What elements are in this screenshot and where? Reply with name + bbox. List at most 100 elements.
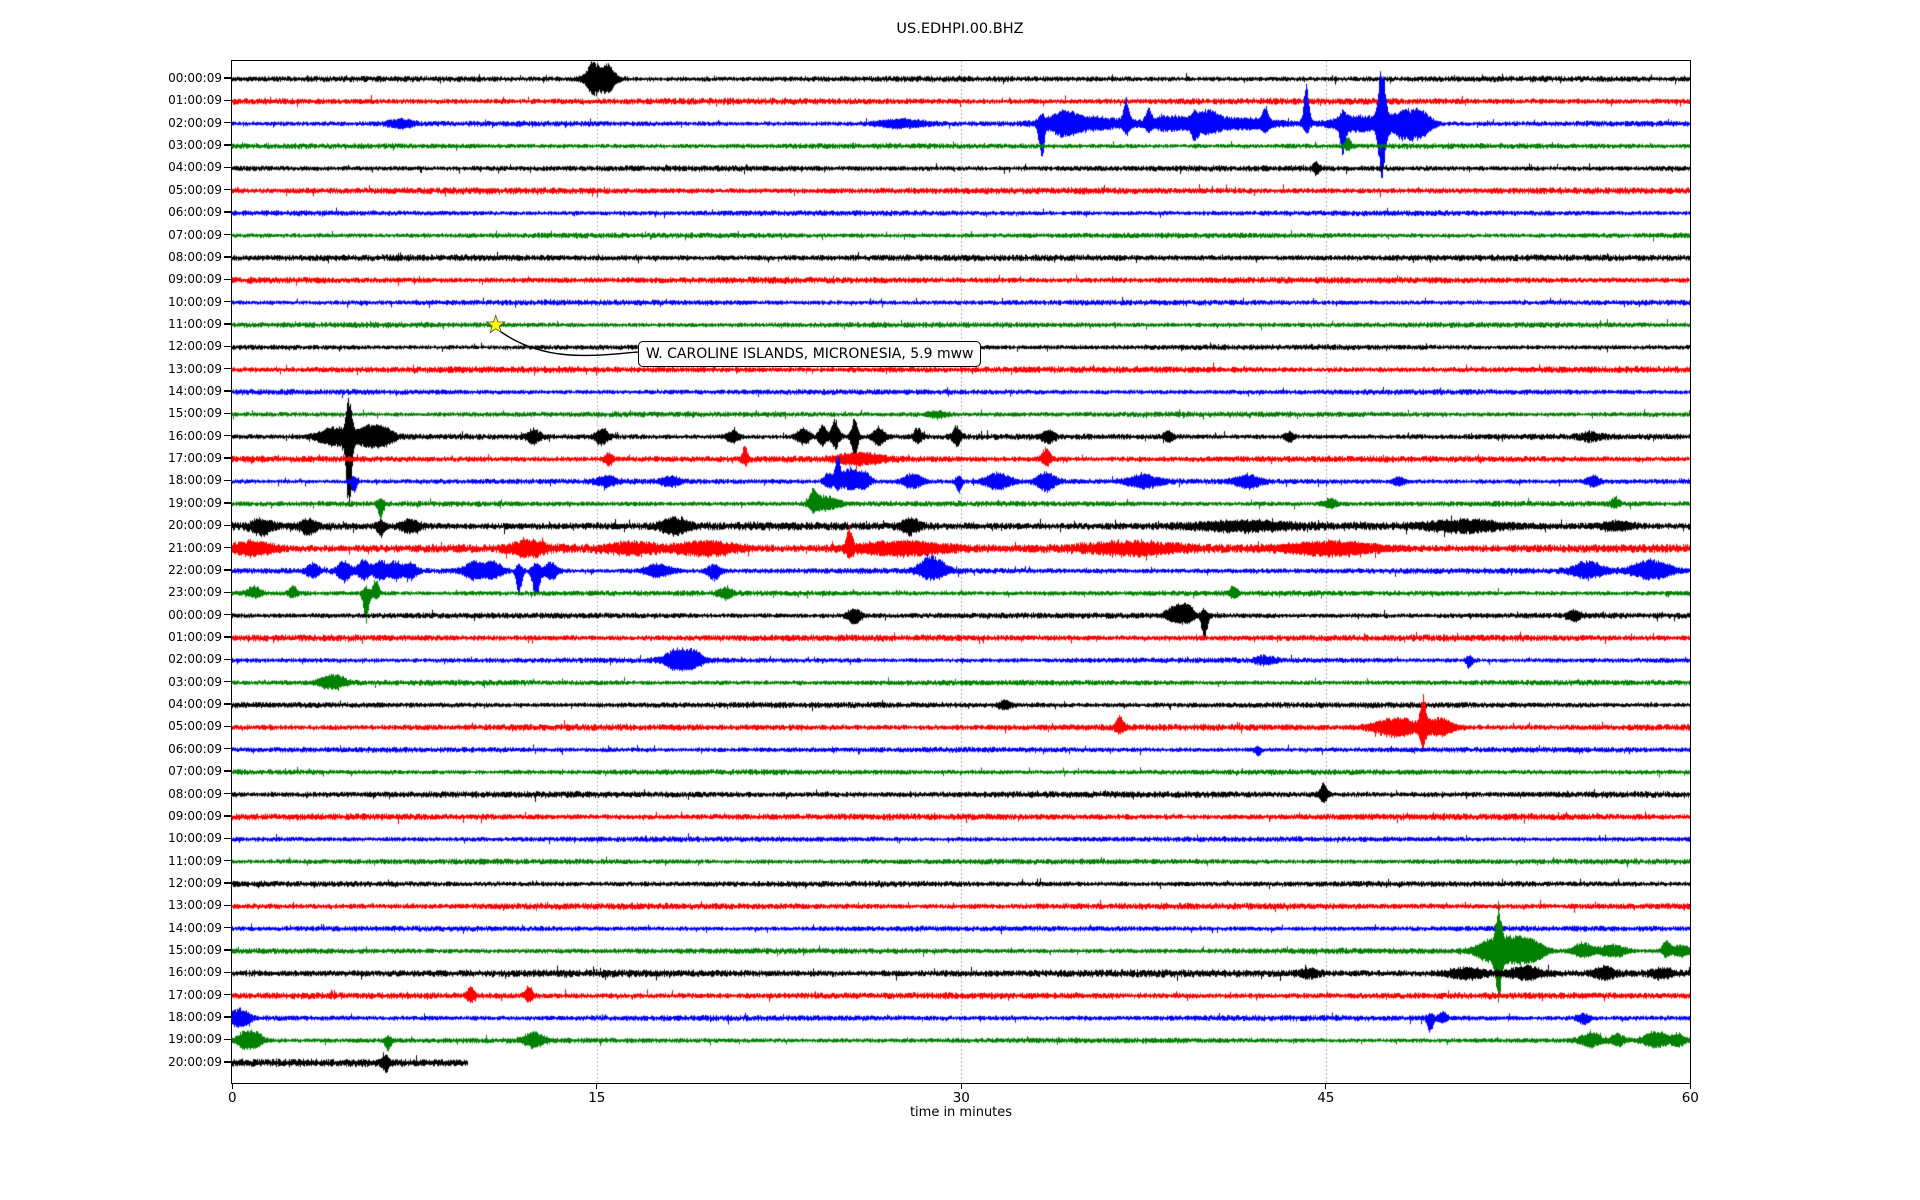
y-tick-label: 09:00:09 xyxy=(168,272,222,287)
y-tick-label: 15:00:09 xyxy=(168,406,222,421)
x-tick-label: 0 xyxy=(228,1090,237,1106)
y-tick-mark xyxy=(224,703,231,705)
y-tick-label: 02:00:09 xyxy=(168,652,222,667)
y-tick-label: 20:00:09 xyxy=(168,1054,222,1069)
x-tick-label: 15 xyxy=(588,1090,606,1106)
x-axis-title: time in minutes xyxy=(909,1105,1013,1120)
x-tick-mark xyxy=(596,1083,598,1090)
y-tick-label: 22:00:09 xyxy=(168,562,222,577)
y-tick-label: 17:00:09 xyxy=(168,451,222,466)
y-tick-mark xyxy=(224,636,231,638)
y-tick-mark xyxy=(224,949,231,951)
x-tick-label: 45 xyxy=(1317,1090,1335,1106)
y-tick-label: 03:00:09 xyxy=(168,138,222,153)
y-tick-mark xyxy=(224,479,231,482)
y-tick-label: 04:00:09 xyxy=(168,160,222,175)
y-tick-mark xyxy=(224,926,231,929)
y-tick-label: 18:00:09 xyxy=(168,1010,222,1025)
x-tick-label: 60 xyxy=(1681,1090,1699,1106)
y-tick-label: 00:00:09 xyxy=(168,71,222,85)
y-tick-label: 05:00:09 xyxy=(168,182,222,197)
y-tick-mark xyxy=(224,367,231,370)
y-tick-label: 20:00:09 xyxy=(168,518,222,533)
y-tick-mark xyxy=(224,300,231,303)
y-tick-label: 15:00:09 xyxy=(168,943,222,958)
y-tick-label: 21:00:09 xyxy=(168,540,222,555)
y-tick-mark xyxy=(224,994,231,996)
x-tick-mark xyxy=(1689,1083,1691,1090)
y-tick-mark xyxy=(224,748,231,750)
y-tick-mark xyxy=(224,524,231,526)
y-tick-label: 14:00:09 xyxy=(168,920,222,935)
y-tick-label: 02:00:09 xyxy=(168,115,222,130)
y-tick-label: 11:00:09 xyxy=(168,316,222,331)
y-tick-mark xyxy=(224,792,231,795)
y-tick-label: 07:00:09 xyxy=(168,764,222,779)
y-tick-mark xyxy=(224,390,231,392)
y-tick-mark xyxy=(224,1038,231,1041)
y-tick-mark xyxy=(224,882,231,884)
y-tick-mark xyxy=(224,837,231,839)
y-tick-label: 01:00:09 xyxy=(168,93,222,108)
y-tick-label: 19:00:09 xyxy=(168,495,222,510)
y-tick-mark xyxy=(224,725,231,728)
y-tick-label: 08:00:09 xyxy=(168,249,222,264)
y-tick-label: 07:00:09 xyxy=(168,227,222,242)
y-tick-mark xyxy=(224,546,231,549)
y-tick-mark xyxy=(224,256,231,258)
y-tick-mark xyxy=(224,815,231,817)
y-tick-label: 17:00:09 xyxy=(168,987,222,1002)
y-tick-label: 05:00:09 xyxy=(168,719,222,734)
y-tick-mark xyxy=(224,569,231,571)
y-tick-label: 09:00:09 xyxy=(168,808,222,823)
y-tick-label: 00:00:09 xyxy=(168,607,222,622)
y-tick-mark xyxy=(224,144,231,146)
y-tick-mark xyxy=(224,1061,231,1063)
y-tick-mark xyxy=(224,189,231,191)
y-tick-mark xyxy=(224,904,231,906)
x-tick-mark xyxy=(231,1083,233,1090)
x-tick-label: 30 xyxy=(952,1090,970,1106)
y-tick-mark xyxy=(224,412,231,415)
y-tick-mark xyxy=(224,658,231,661)
y-tick-label: 12:00:09 xyxy=(168,875,222,890)
y-tick-mark xyxy=(224,211,231,213)
y-tick-label: 23:00:09 xyxy=(168,585,222,600)
y-tick-mark xyxy=(224,323,231,325)
y-tick-label: 16:00:09 xyxy=(168,428,222,443)
x-tick-mark xyxy=(960,1083,962,1090)
y-tick-mark xyxy=(224,166,231,169)
y-tick-label: 14:00:09 xyxy=(168,384,222,399)
y-tick-mark xyxy=(224,502,231,504)
y-tick-label: 16:00:09 xyxy=(168,965,222,980)
y-tick-label: 08:00:09 xyxy=(168,786,222,801)
y-tick-label: 04:00:09 xyxy=(168,697,222,712)
y-tick-mark xyxy=(224,859,231,862)
plot-title: US.EDHPI.00.BHZ xyxy=(896,21,1024,37)
plot-area: W. CAROLINE ISLANDS, MICRONESIA, 5.9 mww xyxy=(231,60,1691,1084)
y-tick-mark xyxy=(224,435,231,437)
y-tick-label: 11:00:09 xyxy=(168,853,222,868)
x-tick-mark xyxy=(1325,1083,1327,1090)
y-tick-mark xyxy=(224,591,231,593)
y-tick-label: 12:00:09 xyxy=(168,339,222,354)
y-tick-mark xyxy=(224,345,231,347)
y-tick-mark xyxy=(224,233,231,236)
y-tick-label: 01:00:09 xyxy=(168,630,222,644)
y-tick-label: 19:00:09 xyxy=(168,1032,222,1047)
y-tick-mark xyxy=(224,770,231,772)
y-tick-mark xyxy=(224,1016,231,1018)
y-tick-mark xyxy=(224,613,231,616)
y-tick-mark xyxy=(224,457,231,459)
event-annotation: W. CAROLINE ISLANDS, MICRONESIA, 5.9 mww xyxy=(638,341,982,367)
y-tick-label: 18:00:09 xyxy=(168,473,222,488)
y-tick-label: 13:00:09 xyxy=(168,898,222,913)
y-tick-label: 03:00:09 xyxy=(168,674,222,689)
y-tick-mark xyxy=(224,99,231,102)
y-tick-mark xyxy=(224,681,231,683)
waveform-canvas xyxy=(232,61,1690,1083)
y-tick-mark xyxy=(224,971,231,974)
y-tick-mark xyxy=(224,122,231,124)
y-tick-label: 06:00:09 xyxy=(168,741,222,756)
